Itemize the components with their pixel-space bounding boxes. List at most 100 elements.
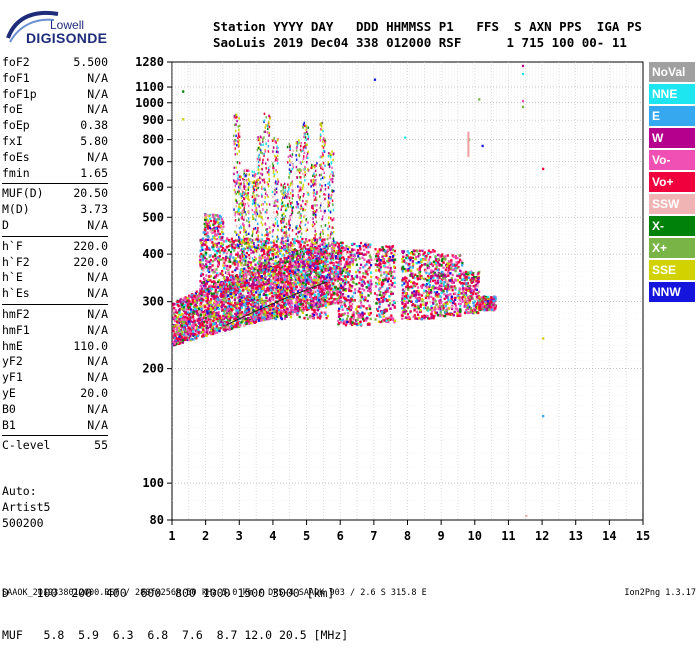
echo-point bbox=[258, 319, 260, 321]
echo-point bbox=[240, 257, 242, 259]
echo-point bbox=[206, 310, 208, 312]
echo-point bbox=[214, 259, 216, 261]
echo-point bbox=[266, 116, 268, 118]
echo-point bbox=[189, 296, 191, 298]
echo-point bbox=[176, 311, 178, 313]
echo-point bbox=[254, 276, 256, 278]
y-tick-label: 300 bbox=[142, 295, 164, 309]
echo-point bbox=[242, 289, 244, 291]
echo-point bbox=[174, 320, 176, 322]
echo-point bbox=[329, 291, 331, 293]
echo-point bbox=[179, 338, 181, 340]
echo-point bbox=[267, 273, 269, 275]
echo-point bbox=[257, 158, 259, 160]
echo-point bbox=[310, 272, 312, 274]
echo-point bbox=[233, 260, 235, 262]
echo-point bbox=[328, 273, 330, 275]
echo-point bbox=[237, 276, 239, 278]
echo-point bbox=[215, 290, 217, 292]
echo-point bbox=[313, 311, 315, 313]
echo-point bbox=[278, 180, 280, 182]
echo-point bbox=[240, 321, 242, 323]
echo-point bbox=[254, 189, 256, 191]
echo-point bbox=[187, 304, 189, 306]
echo-point bbox=[269, 165, 271, 167]
echo-point bbox=[231, 238, 233, 240]
echo-point bbox=[192, 316, 194, 318]
echo-point bbox=[327, 265, 329, 267]
echo-point bbox=[286, 308, 288, 310]
echo-point bbox=[246, 252, 248, 254]
echo-point bbox=[230, 325, 232, 327]
echo-point bbox=[254, 256, 256, 258]
echo-point bbox=[264, 316, 266, 318]
echo-point bbox=[244, 169, 246, 171]
echo-point bbox=[244, 238, 246, 240]
echo-point bbox=[245, 193, 247, 195]
echo-point bbox=[286, 246, 288, 248]
echo-point bbox=[199, 259, 201, 261]
echo-point bbox=[299, 316, 301, 318]
echo-point bbox=[246, 295, 248, 297]
echo-point bbox=[227, 279, 229, 281]
echo-point bbox=[270, 297, 272, 299]
echo-point bbox=[230, 276, 232, 278]
echo-point bbox=[200, 305, 202, 307]
echo-point bbox=[237, 302, 239, 304]
echo-point bbox=[214, 284, 216, 286]
echo-point bbox=[192, 330, 194, 332]
echo-point bbox=[178, 312, 180, 314]
echo-point bbox=[265, 223, 267, 225]
echo-point bbox=[292, 257, 294, 259]
echo-point bbox=[229, 241, 231, 243]
echo-point bbox=[263, 136, 265, 138]
echo-point bbox=[297, 269, 299, 271]
echo-point bbox=[274, 262, 276, 264]
echo-point bbox=[265, 294, 267, 296]
echo-point bbox=[284, 265, 286, 267]
echo-point bbox=[300, 270, 302, 272]
echo-point bbox=[211, 293, 213, 295]
echo-point bbox=[297, 296, 299, 298]
x-tick-label: 14 bbox=[602, 529, 616, 543]
echo-point bbox=[234, 263, 236, 265]
echo-point bbox=[262, 168, 264, 170]
echo-point bbox=[235, 289, 237, 291]
echo-point bbox=[261, 195, 263, 197]
echo-point bbox=[253, 270, 255, 272]
echo-point bbox=[323, 275, 325, 277]
echo-point bbox=[237, 177, 239, 179]
echo-point bbox=[248, 245, 250, 247]
echo-point bbox=[245, 186, 247, 188]
echo-point bbox=[258, 317, 260, 319]
echo-point bbox=[260, 272, 262, 274]
echo-point bbox=[327, 260, 329, 262]
echo-point bbox=[267, 248, 269, 250]
echo-point bbox=[175, 337, 177, 339]
echo-point bbox=[228, 298, 230, 300]
echo-point bbox=[203, 314, 205, 316]
echo-point bbox=[262, 269, 264, 271]
echo-point bbox=[284, 306, 286, 308]
echo-point bbox=[227, 288, 229, 290]
echo-point bbox=[234, 124, 236, 126]
x-tick-label: 15 bbox=[636, 529, 650, 543]
echo-point bbox=[277, 286, 279, 288]
echo-point bbox=[253, 186, 255, 188]
echo-point bbox=[183, 297, 185, 299]
echo-point bbox=[280, 317, 282, 319]
echo-point bbox=[235, 211, 237, 213]
x-tick-label: 10 bbox=[468, 529, 482, 543]
echo-point bbox=[271, 292, 273, 294]
echo-point bbox=[310, 247, 312, 249]
echo-point bbox=[286, 288, 288, 290]
echo-point bbox=[204, 305, 206, 307]
echo-point bbox=[288, 273, 290, 275]
echo-point bbox=[318, 275, 320, 277]
echo-point bbox=[206, 246, 208, 248]
echo-point bbox=[276, 191, 278, 193]
echo-point bbox=[259, 181, 261, 183]
echo-point bbox=[340, 250, 342, 252]
echo-point bbox=[302, 304, 304, 306]
echo-point bbox=[218, 330, 220, 332]
